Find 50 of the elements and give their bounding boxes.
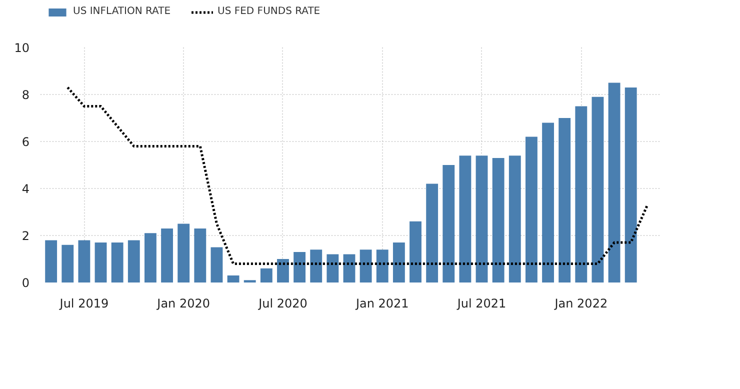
y-tick-label: 8	[22, 88, 30, 102]
x-tick-label: Jul 2021	[456, 296, 506, 310]
bar	[410, 221, 422, 282]
bar	[476, 156, 488, 282]
legend-label: US FED FUNDS RATE	[218, 6, 320, 17]
bar	[376, 250, 388, 282]
bar	[360, 250, 372, 282]
bar	[526, 136, 538, 282]
bar	[178, 224, 190, 282]
bar	[227, 275, 240, 282]
bar	[592, 96, 604, 282]
x-tick-label: Jan 2021	[354, 296, 409, 310]
bar	[111, 242, 124, 282]
bar	[558, 118, 571, 282]
bar	[459, 156, 472, 282]
x-tick-label: Jan 2020	[156, 296, 210, 310]
bar	[260, 268, 272, 282]
bar	[442, 165, 455, 282]
bar	[426, 184, 438, 282]
bar	[492, 158, 504, 282]
bar	[128, 240, 140, 282]
bar	[508, 156, 521, 282]
bar	[194, 228, 206, 282]
y-tick-label: 0	[22, 276, 30, 290]
x-tick-label: Jan 2022	[554, 296, 608, 310]
bar	[161, 228, 173, 282]
bar	[45, 240, 58, 282]
bar	[542, 122, 554, 282]
y-tick-label: 10	[14, 41, 30, 55]
line-series	[66, 86, 649, 265]
y-tick-label: 4	[22, 182, 30, 196]
bar	[608, 82, 620, 282]
bar	[575, 106, 588, 282]
x-tick-label: Jul 2019	[58, 296, 109, 310]
x-tick-label: Jul 2020	[258, 296, 308, 310]
legend-label: US INFLATION RATE	[73, 6, 171, 17]
bar	[343, 254, 356, 282]
bar	[78, 240, 90, 282]
bar	[277, 259, 289, 282]
bar	[62, 244, 74, 282]
bar	[94, 242, 107, 282]
bar	[210, 247, 223, 282]
y-tick-label: 2	[22, 229, 30, 243]
bar	[294, 252, 306, 282]
bar	[392, 242, 405, 282]
bar	[144, 233, 156, 282]
bar	[624, 87, 637, 282]
bar	[310, 250, 322, 282]
y-tick-label: 6	[22, 135, 30, 149]
bar	[326, 254, 339, 282]
